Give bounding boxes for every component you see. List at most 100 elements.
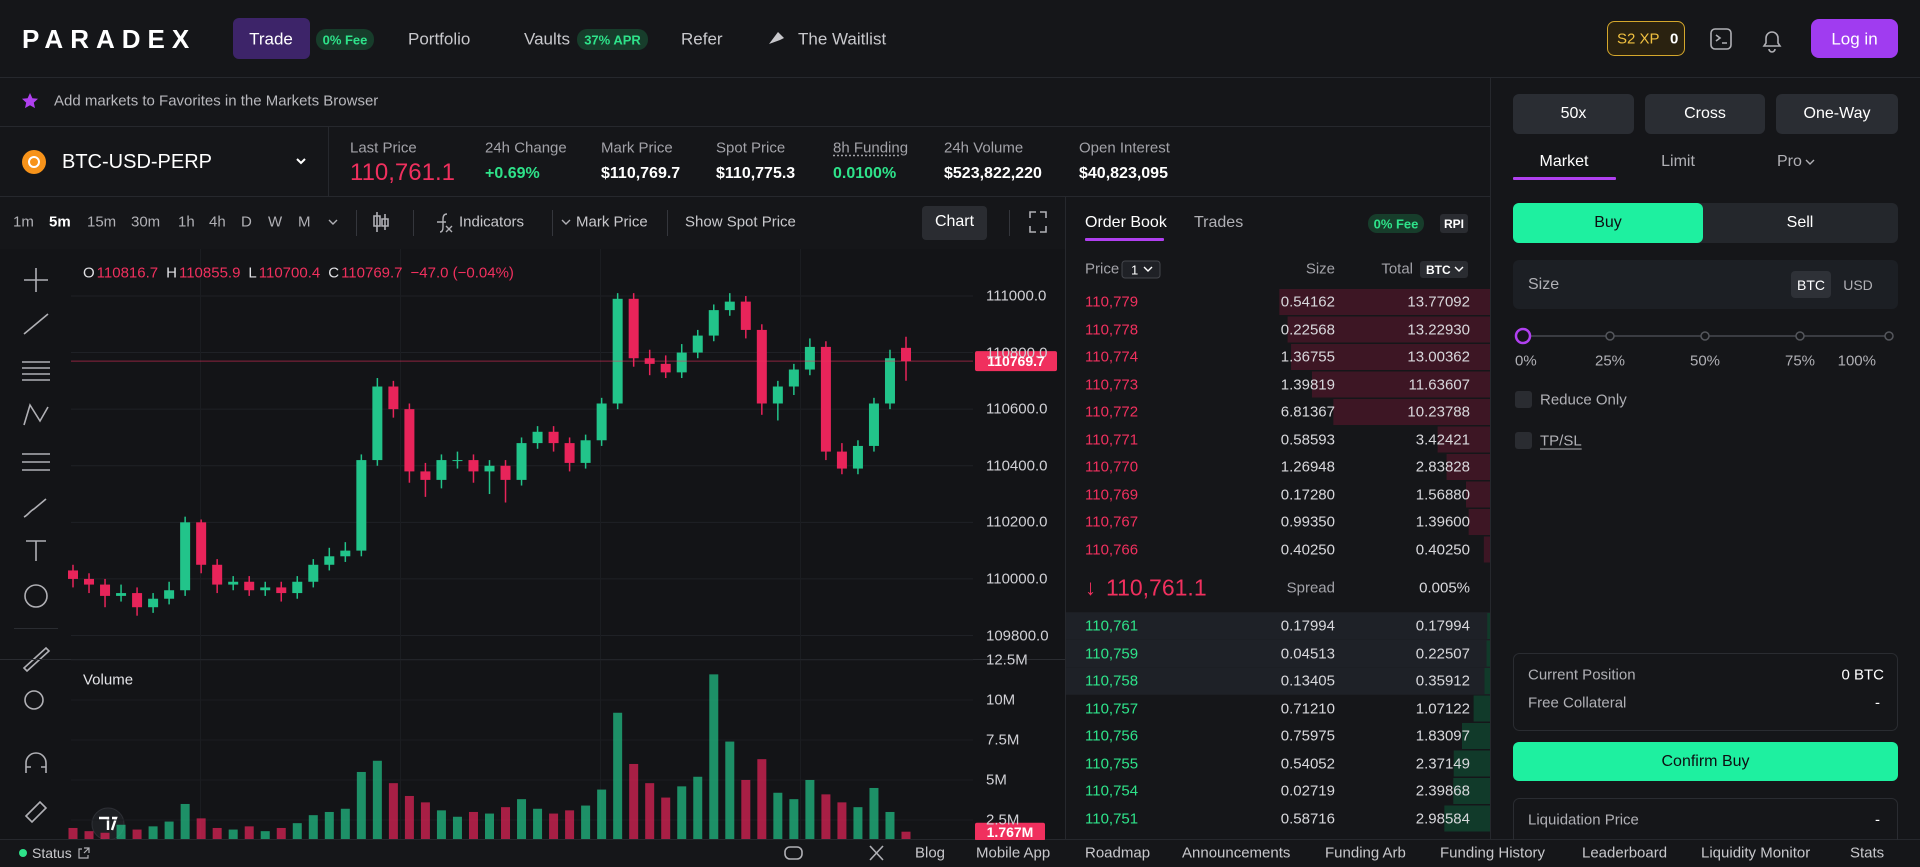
status-link[interactable]: Status bbox=[32, 845, 72, 861]
row-price[interactable]: 110,769 bbox=[1085, 486, 1139, 503]
spot-price-toggle[interactable]: Show Spot Price bbox=[685, 213, 796, 231]
tick-select-bg[interactable] bbox=[1121, 260, 1161, 279]
unit-select[interactable]: BTC bbox=[1426, 262, 1451, 277]
leverage-button[interactable]: 50x bbox=[1560, 105, 1587, 122]
interval[interactable]: 1m bbox=[13, 213, 34, 231]
candle-body bbox=[420, 471, 431, 480]
row-price[interactable]: 110,754 bbox=[1085, 782, 1139, 800]
order-type-tab[interactable]: Pro bbox=[1777, 153, 1802, 170]
margin-button[interactable]: Cross bbox=[1684, 105, 1726, 122]
size-unit[interactable]: USD bbox=[1843, 276, 1873, 293]
market-symbol[interactable]: BTC-USD-PERP bbox=[62, 151, 213, 173]
footer-link[interactable]: Funding Arb bbox=[1325, 844, 1406, 862]
trades-tab[interactable]: Trades bbox=[1194, 214, 1244, 231]
terminal-icon[interactable] bbox=[1710, 28, 1732, 50]
rpi-bg[interactable] bbox=[1440, 214, 1468, 233]
size-unit[interactable]: BTC bbox=[1797, 276, 1825, 293]
row-price[interactable]: 110,766 bbox=[1085, 541, 1139, 558]
slider-handle[interactable] bbox=[1514, 327, 1532, 345]
row-price[interactable]: 110,778 bbox=[1085, 321, 1139, 338]
nav-vaults[interactable]: Vaults bbox=[524, 29, 570, 49]
row-price[interactable]: 110,761 bbox=[1085, 617, 1139, 635]
nav-trade[interactable]: Trade bbox=[249, 29, 293, 49]
footer-link[interactable]: Mobile App bbox=[976, 844, 1051, 862]
nav-portfolio[interactable]: Portfolio bbox=[408, 29, 471, 49]
interval[interactable]: 15m bbox=[87, 213, 117, 231]
candle-body bbox=[564, 443, 575, 463]
volume-bar bbox=[885, 811, 895, 839]
interval[interactable]: 5m bbox=[49, 213, 71, 231]
unit-btc-bg[interactable] bbox=[1791, 271, 1831, 298]
confirm-btn[interactable] bbox=[1513, 742, 1898, 781]
y-tick-label: 110200.0 bbox=[986, 513, 1048, 531]
footer-link[interactable]: Funding History bbox=[1440, 844, 1546, 862]
sell-tab[interactable]: Sell bbox=[1786, 214, 1814, 231]
footer-link[interactable]: Stats bbox=[1850, 844, 1885, 862]
row-price[interactable]: 110,771 bbox=[1085, 431, 1139, 448]
mode-button[interactable]: One-Way bbox=[1803, 105, 1871, 122]
tpsl-checkbox[interactable] bbox=[1515, 432, 1532, 449]
depth-bar bbox=[1487, 613, 1490, 639]
login-btn[interactable] bbox=[1811, 19, 1898, 58]
size-input[interactable] bbox=[1513, 260, 1898, 309]
depth-bar bbox=[1446, 454, 1490, 480]
trade-tab-bg[interactable] bbox=[233, 18, 310, 59]
interval[interactable]: 30m bbox=[131, 213, 161, 231]
setting-btn[interactable] bbox=[1776, 94, 1898, 134]
tool-fib bbox=[22, 453, 50, 471]
tpsl-label[interactable]: TP/SL bbox=[1540, 432, 1582, 450]
row-price[interactable]: 110,779 bbox=[1085, 293, 1139, 311]
row-price[interactable]: 110,770 bbox=[1085, 458, 1139, 476]
setting-btn[interactable] bbox=[1513, 94, 1634, 134]
row-price[interactable]: 110,757 bbox=[1085, 700, 1139, 717]
tick-select[interactable]: 1 bbox=[1131, 262, 1139, 277]
row-price[interactable]: 110,755 bbox=[1085, 755, 1139, 772]
unit-select-bg[interactable] bbox=[1420, 261, 1468, 278]
footer-link[interactable]: Blog bbox=[915, 844, 946, 862]
nav-waitlist[interactable]: The Waitlist bbox=[798, 29, 887, 49]
unit-chevron bbox=[1454, 266, 1464, 272]
row-price[interactable]: 110,773 bbox=[1085, 376, 1139, 393]
waitlist-icon bbox=[769, 32, 784, 44]
reduce-only-checkbox[interactable] bbox=[1515, 391, 1532, 408]
row-price[interactable]: 110,751 bbox=[1085, 810, 1139, 827]
interval[interactable]: W bbox=[268, 213, 283, 231]
row-price[interactable]: 110,759 bbox=[1085, 645, 1139, 662]
row-price[interactable]: 110,767 bbox=[1085, 513, 1139, 531]
row-price[interactable]: 110,774 bbox=[1085, 348, 1139, 366]
rpi-toggle[interactable]: RPI bbox=[1443, 216, 1465, 231]
footer-link[interactable]: Roadmap bbox=[1085, 844, 1151, 862]
footer-link[interactable]: Liquidity Monitor bbox=[1701, 844, 1811, 862]
order-type-tab[interactable]: Market bbox=[1539, 153, 1589, 170]
collateral-label: Free Collateral bbox=[1528, 694, 1627, 712]
depth-bar bbox=[1287, 316, 1490, 343]
interval[interactable]: 4h bbox=[209, 213, 226, 231]
login-button[interactable]: Log in bbox=[1831, 29, 1878, 49]
buy-tab[interactable]: Buy bbox=[1594, 214, 1622, 231]
interval[interactable]: M bbox=[298, 213, 311, 231]
setting-btn[interactable] bbox=[1645, 94, 1765, 134]
footer-link[interactable]: Announcements bbox=[1182, 844, 1291, 862]
orderbook-tab[interactable]: Order Book bbox=[1085, 214, 1167, 231]
interval[interactable]: D bbox=[241, 213, 252, 231]
footer-link[interactable]: Leaderboard bbox=[1582, 844, 1668, 862]
volume-bar bbox=[372, 760, 382, 839]
confirm-button[interactable]: Confirm Buy bbox=[1661, 752, 1750, 770]
buy-btn[interactable] bbox=[1513, 203, 1703, 243]
indicators-button[interactable]: Indicators bbox=[459, 213, 525, 231]
order-type-tab[interactable]: Limit bbox=[1661, 153, 1695, 170]
row-price[interactable]: 110,772 bbox=[1085, 403, 1139, 421]
logo[interactable]: PARADEX bbox=[22, 24, 197, 54]
xp-box[interactable] bbox=[1607, 21, 1685, 56]
interval[interactable]: 1h bbox=[178, 213, 195, 231]
chart-btn-bg[interactable] bbox=[922, 206, 987, 240]
reduce-only-label[interactable]: Reduce Only bbox=[1540, 391, 1627, 409]
volume-bar bbox=[597, 789, 607, 839]
volume-bar bbox=[244, 826, 254, 839]
row-price[interactable]: 110,756 bbox=[1085, 727, 1139, 745]
nav-refer[interactable]: Refer bbox=[681, 29, 723, 49]
row-price[interactable]: 110,758 bbox=[1085, 672, 1139, 690]
candle-body bbox=[164, 590, 175, 599]
chart-button[interactable]: Chart bbox=[934, 213, 975, 230]
mark-price-toggle[interactable]: Mark Price bbox=[576, 213, 648, 231]
